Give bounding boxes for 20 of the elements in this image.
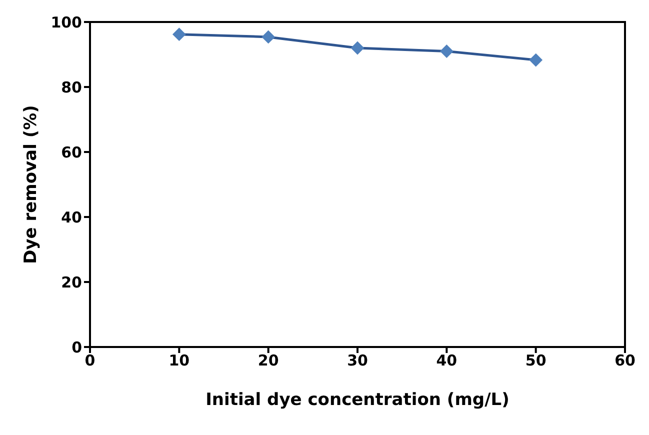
y-tick-label: 80 — [61, 78, 82, 96]
y-tick-label: 0 — [72, 338, 82, 356]
x-tick-label: 60 — [614, 352, 636, 370]
x-tick-label: 50 — [525, 352, 546, 370]
point — [529, 54, 542, 67]
x-tick-label: 40 — [436, 352, 458, 370]
y-axis-title: Dye removal (%) — [21, 105, 42, 264]
y-tick-label: 20 — [61, 273, 82, 292]
y-tick-label: 60 — [61, 143, 82, 162]
y-tick-label: 100 — [50, 13, 82, 32]
x-tick-label: 10 — [168, 352, 190, 370]
x-axis-title: Initial dye concentration (mg/L) — [206, 390, 510, 410]
point — [262, 30, 275, 44]
x-tick-label: 0 — [84, 352, 96, 370]
point — [172, 28, 186, 41]
y-tick-label: 40 — [61, 208, 82, 226]
x-tick-label: 30 — [347, 352, 368, 370]
point — [440, 44, 454, 58]
point — [351, 42, 364, 54]
x-tick-label: 20 — [258, 352, 279, 370]
